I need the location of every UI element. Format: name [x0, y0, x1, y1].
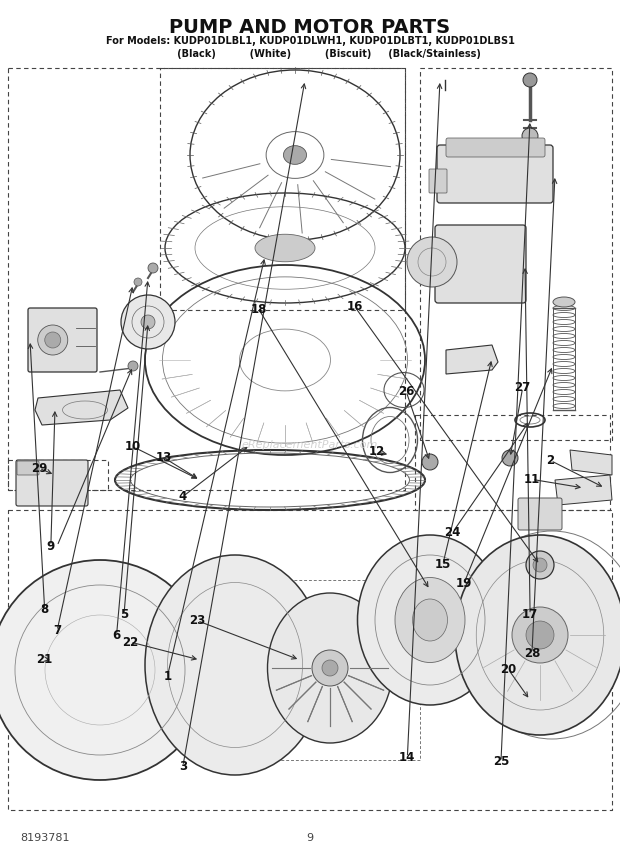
Text: 11: 11 — [524, 473, 540, 486]
Circle shape — [312, 650, 348, 686]
FancyBboxPatch shape — [435, 225, 526, 303]
Ellipse shape — [309, 618, 391, 718]
Polygon shape — [570, 450, 612, 475]
Text: 9: 9 — [46, 539, 55, 553]
Text: 5: 5 — [120, 608, 128, 621]
Text: 2: 2 — [546, 454, 555, 467]
Polygon shape — [35, 390, 128, 425]
Circle shape — [322, 660, 338, 676]
Text: 9: 9 — [306, 833, 314, 843]
Ellipse shape — [145, 555, 325, 775]
Circle shape — [512, 607, 568, 663]
Circle shape — [407, 237, 457, 287]
Circle shape — [422, 454, 438, 470]
Text: 27: 27 — [515, 381, 531, 395]
Circle shape — [526, 621, 554, 649]
Polygon shape — [446, 345, 498, 374]
Text: 1: 1 — [163, 669, 172, 683]
Text: 21: 21 — [37, 652, 53, 666]
Text: PUMP AND MOTOR PARTS: PUMP AND MOTOR PARTS — [169, 18, 451, 37]
FancyBboxPatch shape — [429, 169, 447, 193]
Ellipse shape — [358, 535, 502, 705]
Text: 8193781: 8193781 — [20, 833, 69, 843]
Text: 6: 6 — [112, 628, 121, 642]
Text: 15: 15 — [435, 558, 451, 572]
Circle shape — [45, 332, 61, 348]
FancyBboxPatch shape — [437, 145, 553, 203]
Text: 23: 23 — [189, 614, 205, 627]
Text: 16: 16 — [347, 300, 363, 313]
Circle shape — [128, 361, 138, 371]
Text: 22: 22 — [122, 635, 138, 649]
Circle shape — [502, 450, 518, 466]
Text: 28: 28 — [524, 646, 540, 660]
Text: 10: 10 — [125, 440, 141, 454]
Text: 26: 26 — [398, 384, 414, 398]
FancyBboxPatch shape — [518, 498, 562, 530]
Text: 4: 4 — [179, 490, 187, 503]
Ellipse shape — [412, 599, 448, 641]
FancyBboxPatch shape — [446, 138, 545, 157]
Ellipse shape — [395, 578, 465, 663]
Ellipse shape — [267, 593, 392, 743]
Circle shape — [141, 315, 155, 329]
Ellipse shape — [283, 146, 306, 164]
Circle shape — [148, 263, 158, 273]
Circle shape — [522, 128, 538, 144]
Text: For Models: KUDP01DLBL1, KUDP01DLWH1, KUDP01DLBT1, KUDP01DLBS1: For Models: KUDP01DLBL1, KUDP01DLWH1, KU… — [105, 36, 515, 46]
Text: (Black)          (White)          (Biscuit)     (Black/Stainless): (Black) (White) (Biscuit) (Black/Stainle… — [140, 49, 480, 59]
Ellipse shape — [553, 297, 575, 307]
Text: 12: 12 — [369, 445, 385, 459]
Circle shape — [0, 560, 210, 780]
Text: 20: 20 — [500, 663, 516, 676]
Text: 18: 18 — [251, 303, 267, 317]
Text: eReplacementParts.com: eReplacementParts.com — [242, 440, 378, 450]
Text: 24: 24 — [445, 526, 461, 539]
FancyBboxPatch shape — [28, 308, 97, 372]
Text: 25: 25 — [493, 755, 509, 769]
Circle shape — [523, 73, 537, 87]
Text: 29: 29 — [31, 461, 47, 475]
Circle shape — [533, 558, 547, 572]
Ellipse shape — [255, 235, 315, 262]
Circle shape — [526, 551, 554, 579]
Text: 17: 17 — [522, 608, 538, 621]
Circle shape — [121, 295, 175, 349]
Text: 8: 8 — [40, 603, 49, 616]
Text: 19: 19 — [456, 577, 472, 591]
FancyBboxPatch shape — [17, 461, 39, 475]
Circle shape — [38, 325, 68, 355]
Circle shape — [134, 278, 142, 286]
Text: 3: 3 — [179, 759, 187, 773]
Polygon shape — [555, 475, 612, 505]
FancyBboxPatch shape — [16, 460, 88, 506]
Text: 7: 7 — [53, 624, 61, 638]
Text: 14: 14 — [399, 751, 415, 764]
Ellipse shape — [455, 535, 620, 735]
Text: 13: 13 — [156, 451, 172, 465]
